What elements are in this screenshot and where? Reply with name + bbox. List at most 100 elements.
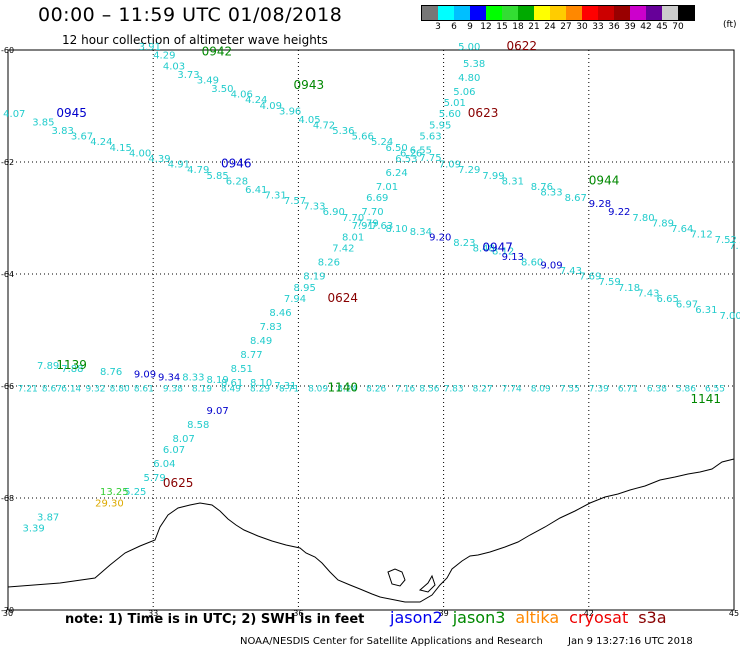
- wave-height-label: 4.03: [163, 62, 185, 73]
- plot-frame: [7, 49, 735, 611]
- wave-height-label: 4.06: [231, 90, 253, 101]
- wave-height-label: 6.71: [618, 385, 638, 395]
- wave-height-label: 7.55: [560, 385, 580, 395]
- wave-height-label: 8.80: [110, 385, 130, 395]
- wave-height-label: 8.61: [134, 385, 154, 395]
- wave-height-label: 4.00: [129, 148, 151, 159]
- page-title: 00:00 – 11:59 UTC 01/08/2018: [38, 4, 343, 26]
- legend-swatch: [534, 6, 550, 20]
- wave-height-label: 8.33: [182, 372, 204, 383]
- wave-height-label: 7.21: [18, 385, 38, 395]
- wave-height-label: 7.74: [502, 385, 522, 395]
- wave-height-label: 8.23: [453, 238, 475, 249]
- legend-tick-label: 24: [544, 22, 556, 32]
- legend-tick-label: 21: [528, 22, 540, 32]
- coastline: [7, 458, 735, 603]
- y-tick-label: -62: [1, 158, 14, 167]
- satellite-legend: jason2 jason3 altika cryosat s3a: [390, 608, 677, 627]
- wave-height-label: 8.12: [492, 246, 514, 257]
- pass-time-label: 0946: [221, 157, 252, 171]
- legend-swatch: [454, 6, 470, 20]
- wave-height-label: 7.89: [652, 218, 674, 229]
- pass-time-label: 0622: [507, 39, 538, 53]
- wave-height-label: 7.79: [356, 218, 378, 229]
- y-tick-label: -66: [1, 382, 14, 391]
- pass-time-label: 0943: [294, 78, 325, 92]
- wave-height-label: 9.09: [540, 260, 562, 271]
- credit-stamp: Jan 9 13:27:16 UTC 2018: [568, 636, 693, 647]
- wave-height-label: 5.63: [419, 132, 441, 143]
- legend-swatch: [502, 6, 518, 20]
- wave-height-label: 4.09: [260, 101, 282, 112]
- wave-height-label: 8.09: [308, 385, 328, 395]
- wave-height-label: 8.48: [473, 244, 495, 255]
- wave-height-label: 7.31: [274, 381, 296, 392]
- grid-lines: [8, 50, 734, 610]
- credit-line: NOAA/NESDIS Center for Satellite Applica…: [240, 636, 715, 647]
- legend-swatch: [566, 6, 582, 20]
- wave-height-label: 9.32: [85, 385, 105, 395]
- wave-height-label: 7.00: [719, 311, 740, 322]
- wave-height-label: 9.22: [608, 207, 630, 218]
- legend-tick-label: 9: [467, 22, 473, 32]
- wave-height-label: 7.70: [342, 213, 364, 224]
- wave-height-label: 3.96: [279, 106, 301, 117]
- legend-swatch: [678, 6, 694, 20]
- axis-tick-labels: 30 33 36 39 42 45 -60 -62 -64 -66 -68 -70: [1, 46, 739, 618]
- wave-height-label: 8.71: [279, 385, 299, 395]
- y-tick-label: -68: [1, 494, 14, 503]
- satellite-label-cryosat: cryosat: [569, 608, 629, 627]
- pass-time-label: 0944: [589, 173, 620, 187]
- legend-swatch: [422, 6, 438, 20]
- pass-time-label: 1140: [327, 381, 358, 395]
- legend-tick-label: 33: [592, 22, 604, 32]
- wave-height-label: 6.97: [676, 300, 698, 311]
- page-subtitle: 12 hour collection of altimeter wave hei…: [62, 33, 328, 47]
- wave-height-label: 6.28: [226, 176, 248, 187]
- wave-height-label: 8.46: [269, 308, 291, 319]
- wave-height-label: 9.13: [502, 252, 524, 263]
- legend-swatch: [630, 6, 646, 20]
- wave-height-label: 5.06: [453, 87, 475, 98]
- wave-height-label: 5.38: [463, 59, 485, 70]
- wave-height-label: 7.18: [729, 241, 740, 252]
- x-tick-label: 33: [148, 609, 158, 618]
- wave-height-label: 13.25: [100, 487, 129, 498]
- wave-height-label: 7.80: [632, 213, 654, 224]
- wave-height-label: 9.28: [589, 199, 611, 210]
- wave-height-label: 8.95: [294, 283, 316, 294]
- wave-height-label: 8.76: [100, 367, 122, 378]
- x-tick-label: 30: [3, 609, 13, 618]
- wave-height-label: 6.14: [61, 385, 81, 395]
- wave-height-label: 7.43: [637, 288, 659, 299]
- legend-swatch: [598, 6, 614, 20]
- wave-height-label: 3.50: [211, 84, 233, 95]
- wave-height-label: 8.76: [531, 182, 553, 193]
- legend-tick-label: 36: [608, 22, 620, 32]
- wave-height-label: 3.91: [139, 42, 161, 53]
- wave-height-label: 8.67: [42, 385, 62, 395]
- wave-height-label: 8.26: [366, 385, 386, 395]
- wave-height-label: 6.31: [695, 305, 717, 316]
- wave-height-label: 3.83: [52, 126, 74, 137]
- wave-height-label: 7.16: [395, 385, 415, 395]
- wave-height-label: 7.99: [482, 171, 504, 182]
- wave-height-label: 5.25: [124, 487, 146, 498]
- wave-height-label: 6.38: [647, 385, 667, 395]
- wave-height-label: 3.73: [177, 70, 199, 81]
- wave-height-label: 7.33: [303, 202, 325, 213]
- wave-height-label: 6.55: [410, 146, 432, 157]
- wave-height-label: 7.89: [37, 361, 59, 372]
- legend-swatch: [438, 6, 454, 20]
- wave-height-label: 3.39: [23, 524, 45, 535]
- satellite-label-jason2: jason2: [390, 608, 443, 627]
- wave-height-label: 7.57: [284, 196, 306, 207]
- wave-height-label: 4.24: [90, 137, 112, 148]
- wave-height-label: 7.18: [618, 283, 640, 294]
- wave-height-label: 9.38: [163, 385, 183, 395]
- wave-height-label: 5.01: [444, 98, 466, 109]
- wave-height-label: 4.05: [298, 115, 320, 126]
- wave-height-label: 7.83: [260, 322, 282, 333]
- wave-height-label: 8.33: [540, 188, 562, 199]
- wave-height-label: 3.87: [37, 512, 59, 523]
